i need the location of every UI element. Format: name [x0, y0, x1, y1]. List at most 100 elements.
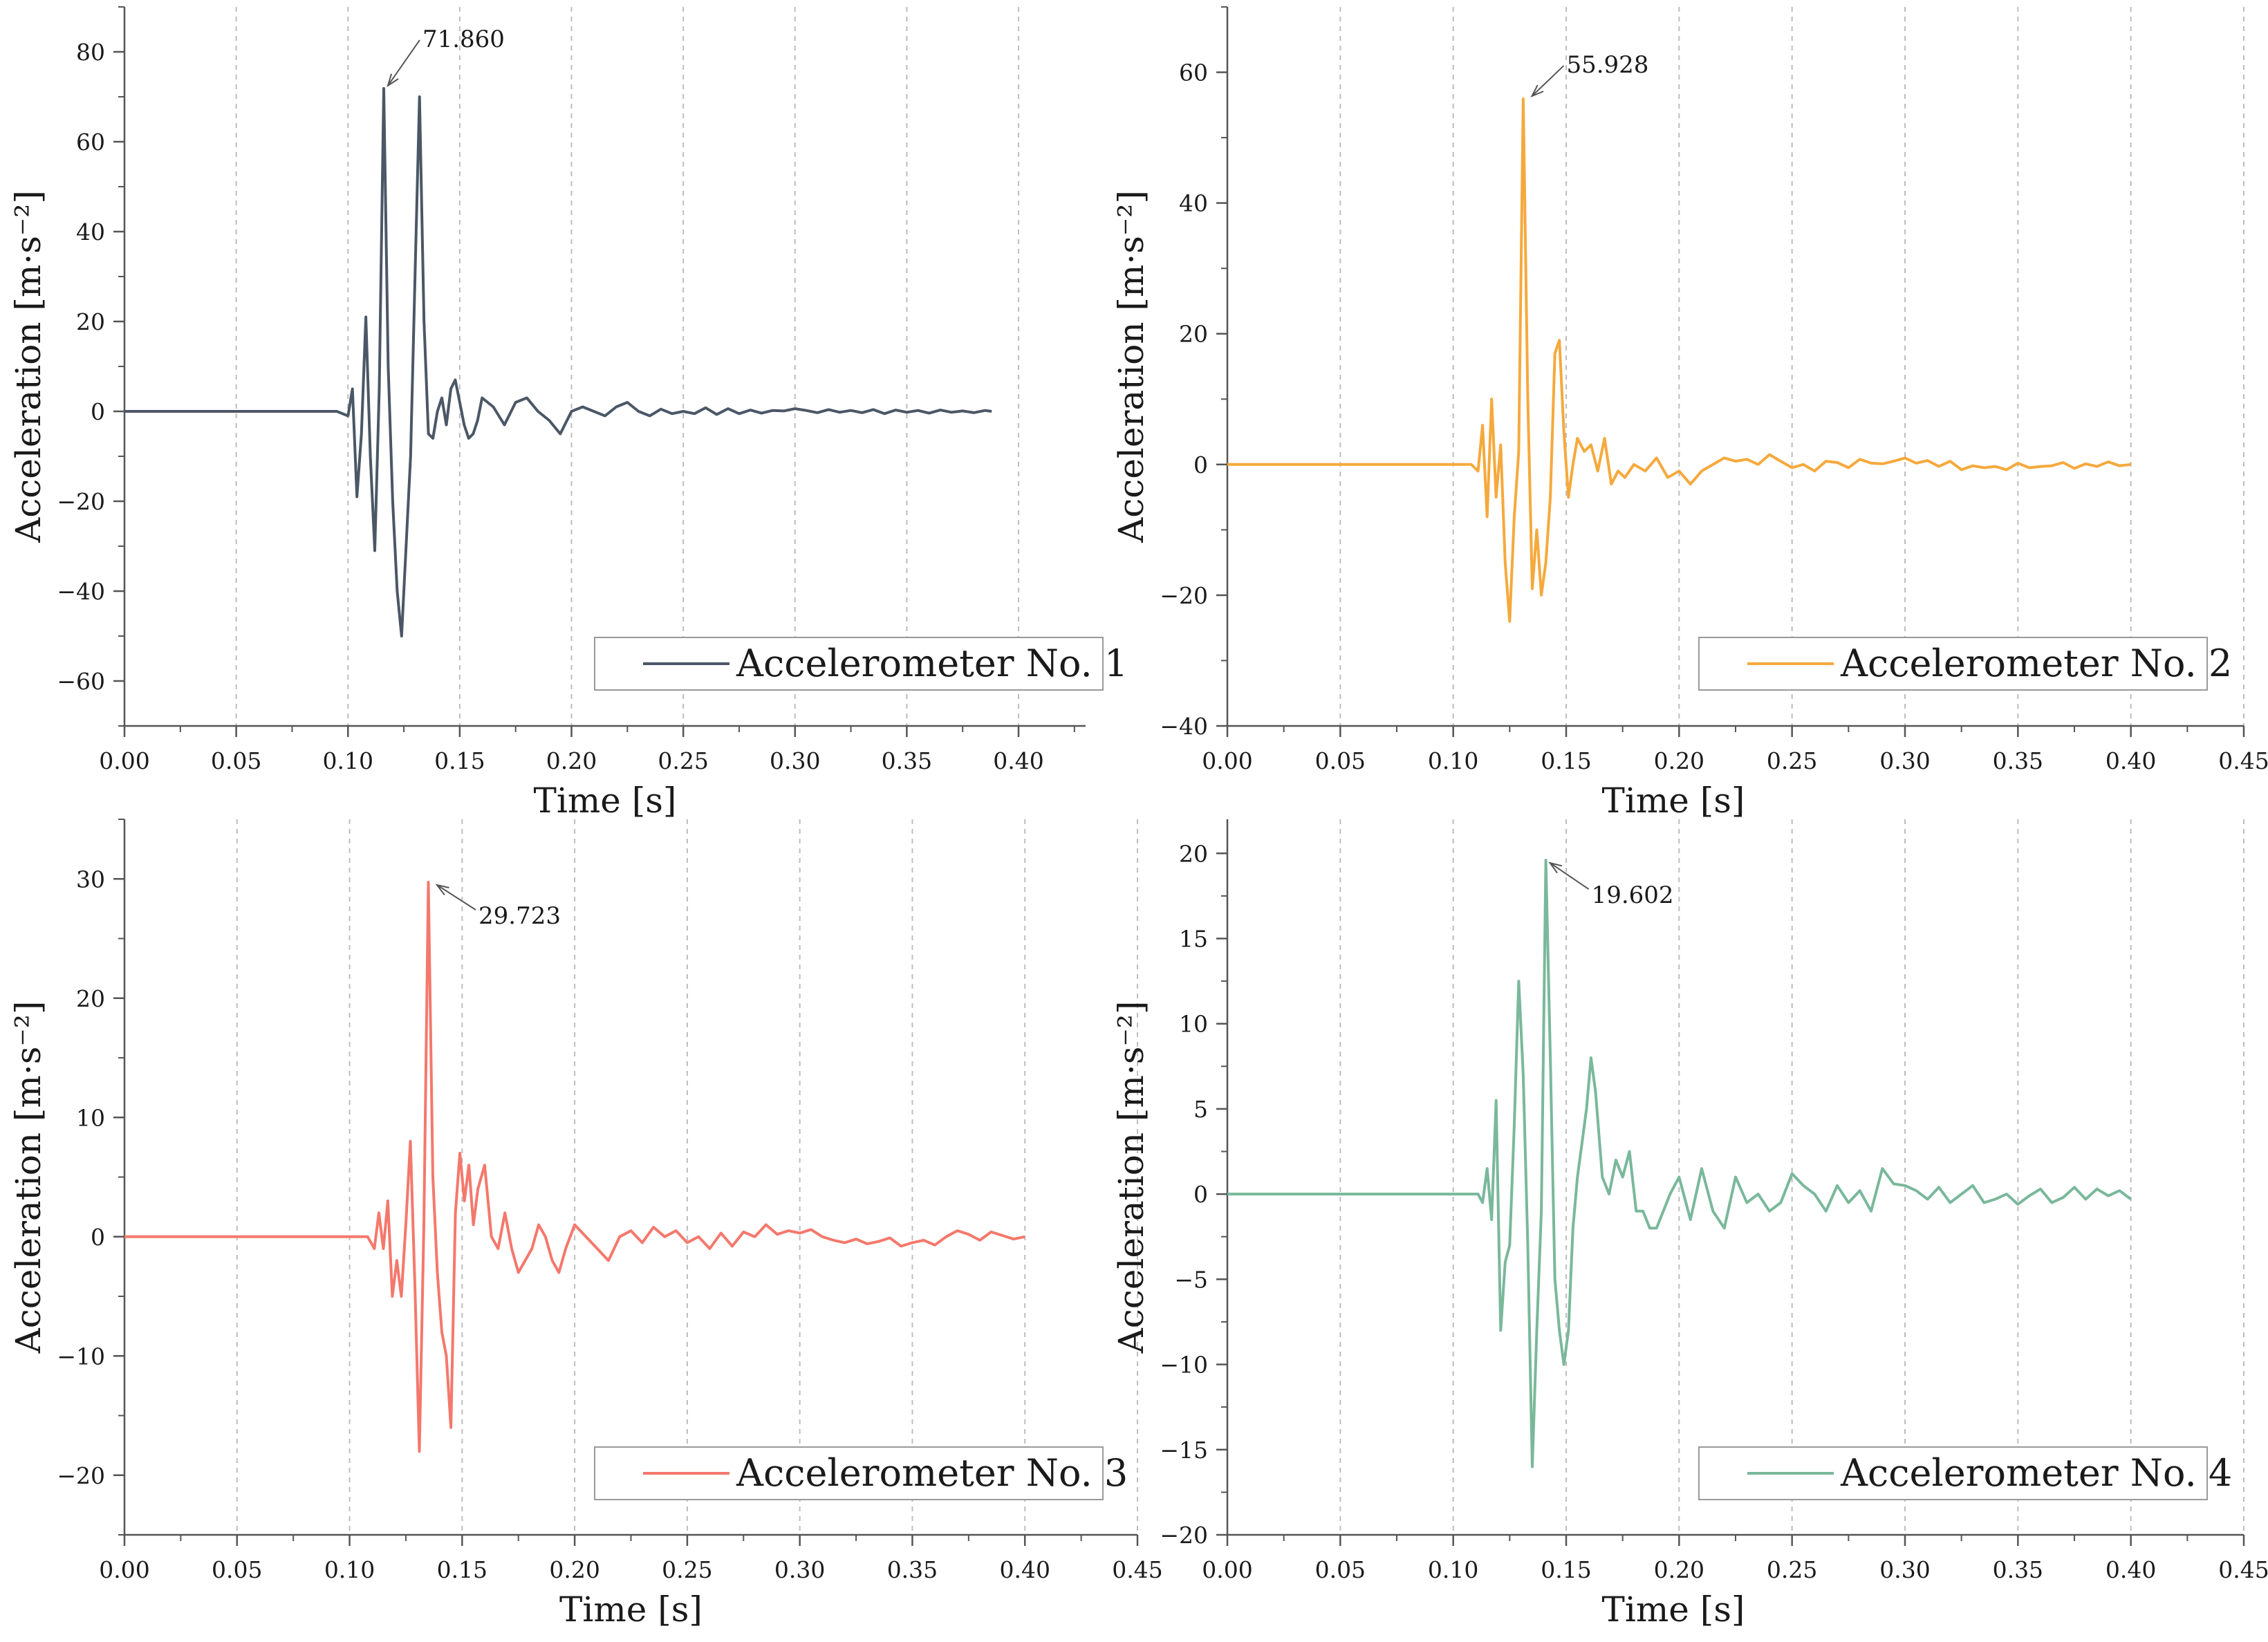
peak-annotation-label: 71.860	[422, 26, 505, 53]
x-tick-label: 0.40	[2106, 1556, 2156, 1583]
chart-panel-1: 0.00 0.05 0.10 0.15 0.20 0.25 0.30 0.35 0.40 −60 −…	[8, 6, 1128, 821]
x-tick-label: 0.40	[2106, 747, 2156, 774]
x-tick-label: 0.10	[324, 1556, 375, 1583]
y-tick-label: −15	[1160, 1437, 1208, 1464]
x-tick-label: 0.00	[1202, 1556, 1252, 1583]
y-axis-title: Acceleration [m·s⁻²]	[1111, 190, 1151, 543]
y-tick-label: 0	[91, 398, 105, 425]
annotation-arrow-line	[436, 884, 476, 911]
y-tick-label: −40	[1160, 713, 1208, 740]
annotation-arrow-line	[1531, 65, 1565, 97]
y-tick-label: −20	[1160, 582, 1208, 609]
x-tick-label: 0.10	[1428, 747, 1478, 774]
x-tick-label: 0.15	[434, 747, 485, 774]
x-tick-label: 0.30	[1879, 1556, 1930, 1583]
annotation-arrow-line	[387, 39, 420, 86]
y-axis-title: Acceleration [m·s⁻²]	[8, 190, 48, 543]
x-axis-title: Time [s]	[559, 1589, 703, 1630]
x-tick-label: 0.35	[882, 747, 932, 774]
y-tick-label: 20	[76, 985, 105, 1012]
y-tick-label: −20	[57, 1462, 105, 1489]
y-tick-label: 15	[1179, 926, 1208, 953]
x-tick-label: 0.15	[1541, 1556, 1591, 1583]
y-tick-label: 0	[1193, 451, 1208, 478]
x-tick-label: 0.25	[1767, 747, 1817, 774]
annotation-arrow-head	[1530, 84, 1544, 98]
peak-annotation-label: 19.602	[1592, 881, 1674, 909]
y-tick-label: 0	[1193, 1181, 1208, 1208]
legend-label: Accelerometer No. 4	[1840, 1451, 2232, 1495]
x-tick-label: 0.35	[887, 1556, 938, 1583]
x-tick-label: 0.15	[437, 1556, 487, 1583]
x-tick-label: 0.05	[1315, 747, 1366, 774]
x-tick-label: 0.00	[99, 747, 149, 774]
x-tick-label: 0.10	[323, 747, 373, 774]
series-line	[124, 881, 1025, 1453]
x-tick-label: 0.20	[1654, 1556, 1704, 1583]
y-tick-label: 60	[1179, 59, 1208, 86]
x-tick-label: 0.00	[99, 1556, 149, 1583]
x-tick-label: 0.35	[1993, 747, 2043, 774]
y-axis-title: Acceleration [m·s⁻²]	[1111, 1001, 1151, 1354]
y-tick-label: −20	[57, 488, 105, 515]
x-tick-label: 0.20	[1654, 747, 1704, 774]
legend-label: Accelerometer No. 3	[736, 1451, 1128, 1495]
chart-panel-2: 0.00 0.05 0.10 0.15 0.20 0.25 0.30 0.35 0.40 0.45…	[1111, 6, 2268, 821]
x-tick-label: 0.05	[1315, 1556, 1366, 1583]
x-tick-label: 0.35	[1993, 1556, 2043, 1583]
y-tick-label: 40	[1179, 190, 1208, 217]
y-tick-label: −20	[1160, 1522, 1208, 1549]
x-tick-label: 0.40	[999, 1556, 1050, 1583]
y-tick-label: 10	[76, 1104, 105, 1131]
peak-annotation-label: 55.928	[1566, 51, 1648, 79]
x-axis-title: Time [s]	[1602, 781, 1745, 821]
y-tick-label: 60	[76, 129, 105, 156]
x-tick-label: 0.30	[1879, 747, 1930, 774]
series-line	[124, 86, 992, 637]
y-tick-label: −60	[57, 668, 105, 695]
annotation-arrow-head	[435, 884, 449, 895]
x-tick-label: 0.10	[1428, 1556, 1478, 1583]
x-tick-label: 0.20	[546, 747, 597, 774]
x-tick-label: 0.45	[2218, 747, 2268, 774]
annotation-arrow-head	[387, 73, 399, 88]
y-tick-label: −10	[1160, 1352, 1208, 1379]
x-axis-title: Time [s]	[1602, 1589, 1745, 1630]
chart-panel-4: 0.00 0.05 0.10 0.15 0.20 0.25 0.30 0.35 0.40 0.45…	[1111, 819, 2268, 1630]
x-tick-label: 0.25	[662, 1556, 712, 1583]
legend-label: Accelerometer No. 2	[1840, 642, 2232, 685]
x-tick-label: 0.30	[770, 747, 820, 774]
y-tick-label: 5	[1193, 1096, 1208, 1123]
x-axis-title: Time [s]	[534, 781, 677, 821]
x-tick-label: 0.00	[1202, 747, 1252, 774]
x-tick-label: 0.15	[1541, 747, 1591, 774]
y-tick-label: 10	[1179, 1011, 1208, 1038]
y-tick-label: 40	[76, 218, 105, 245]
x-tick-label: 0.25	[1767, 1556, 1817, 1583]
y-tick-label: 20	[76, 308, 105, 335]
x-tick-label: 0.05	[212, 1556, 262, 1583]
y-tick-label: 20	[1179, 321, 1208, 348]
x-tick-label: 0.45	[1112, 1556, 1162, 1583]
chart-panel-3: 0.00 0.05 0.10 0.15 0.20 0.25 0.30 0.35 0.40 0.45…	[8, 819, 1163, 1630]
x-tick-label: 0.45	[2218, 1556, 2268, 1583]
y-tick-label: −5	[1174, 1266, 1208, 1293]
x-tick-label: 0.40	[993, 747, 1043, 774]
y-tick-label: 30	[76, 866, 105, 893]
y-tick-label: 80	[76, 39, 105, 66]
y-tick-label: −10	[57, 1343, 105, 1370]
y-tick-label: 20	[1179, 840, 1208, 867]
annotation-arrow-head	[1548, 861, 1563, 874]
annotation-arrow-line	[1550, 862, 1590, 890]
legend-label: Accelerometer No. 1	[736, 642, 1128, 685]
series-line	[1227, 97, 2131, 623]
x-tick-label: 0.05	[211, 747, 261, 774]
x-tick-label: 0.25	[658, 747, 708, 774]
x-tick-label: 0.30	[774, 1556, 825, 1583]
series-line	[1227, 859, 2132, 1468]
y-tick-label: −40	[57, 578, 105, 605]
x-tick-label: 0.20	[549, 1556, 599, 1583]
y-tick-label: 0	[91, 1224, 105, 1251]
peak-annotation-label: 29.723	[478, 902, 561, 930]
